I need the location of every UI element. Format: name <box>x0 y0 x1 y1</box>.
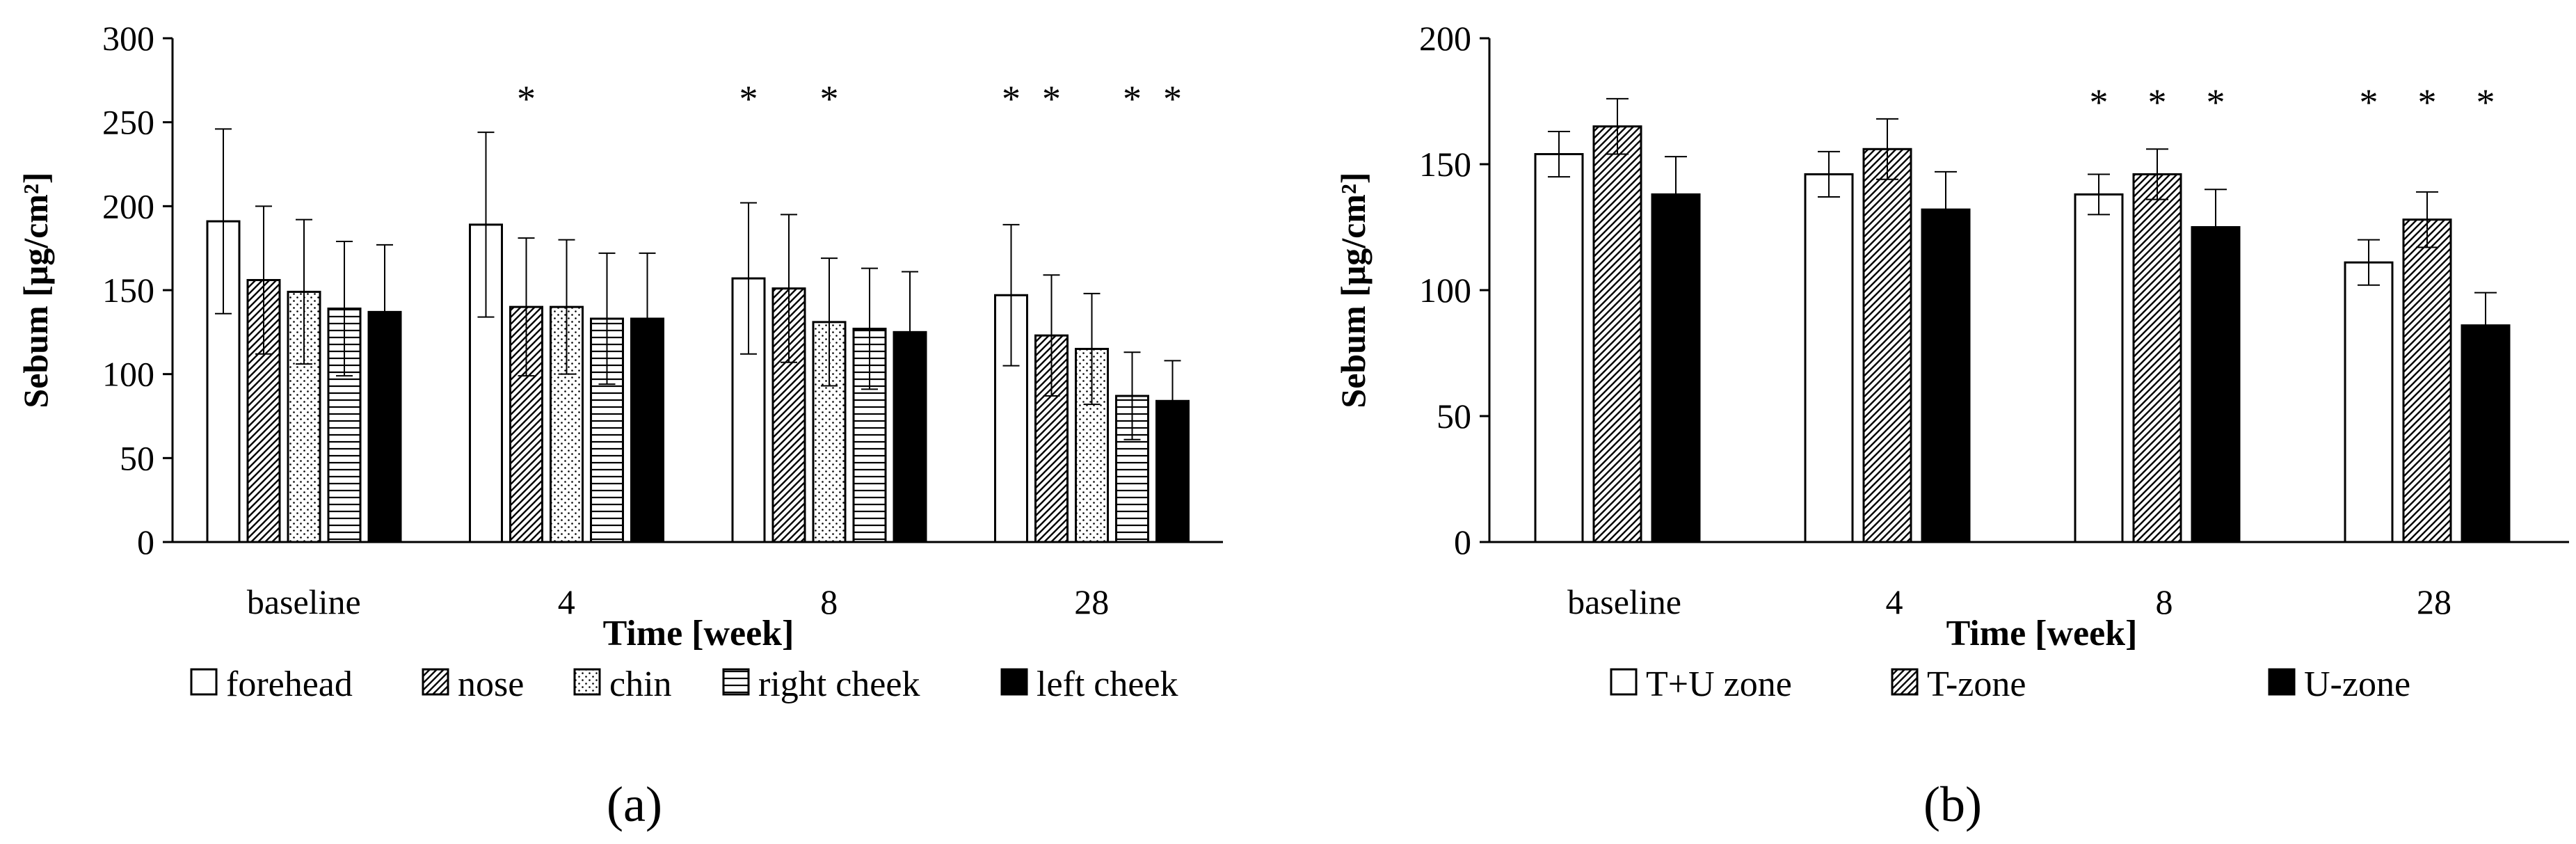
a-legend-label-left-cheek: left cheek <box>1037 664 1178 704</box>
a-y-tick-label: 50 <box>120 438 154 477</box>
b-y-tick-label: 150 <box>1419 145 1471 184</box>
a-x-axis-title: Time [week] <box>603 614 794 653</box>
b-bar-t-zone-baseline <box>1592 125 1642 543</box>
b-category-label: 8 <box>2156 582 2173 621</box>
b-legend-swatch-t-zone <box>1891 668 1919 696</box>
chart-a: 0 50 100 150 200 250 300 baseline * 4 * * 8 * * * * 28 Tim… <box>16 19 1223 704</box>
b-bar-t-u-zone-28 <box>2344 261 2394 543</box>
b-legend-swatch-t-u-zone <box>1610 668 1638 696</box>
b-bar-u-zone-baseline <box>1651 193 1701 543</box>
panel-b-label: (b) <box>1923 777 1982 832</box>
b-bar-t-u-zone-4 <box>1804 173 1854 543</box>
a-significance-marker: * <box>517 78 536 120</box>
b-legend-swatch-u-zone <box>2268 668 2296 696</box>
chart-b: 0 50 100 150 200 baseline 4 * * * 8 * * * 28 Time [week… <box>1334 19 2569 704</box>
panel-a-label: (a) <box>607 777 662 832</box>
b-legend-label-u-zone: U-zone <box>2304 664 2410 704</box>
b-legend-label-t-zone: T-zone <box>1927 664 2026 704</box>
b-bar-t-zone-4 <box>1862 148 1912 543</box>
b-bar-t-zone-28 <box>2402 218 2452 543</box>
b-significance-marker: * <box>2360 81 2378 123</box>
b-bar-u-zone-4 <box>1921 208 1971 543</box>
a-y-axis-title: Sebum [μg/cm²] <box>16 172 55 408</box>
a-significance-marker: * <box>1042 78 1061 120</box>
a-legend-label-nose: nose <box>458 664 524 704</box>
a-y-tick-label: 150 <box>102 271 154 310</box>
a-category-label: 28 <box>1074 582 1109 621</box>
b-y-tick-label: 100 <box>1419 271 1471 310</box>
a-significance-marker: * <box>739 78 758 120</box>
b-bar-t-u-zone-8 <box>2074 193 2124 543</box>
a-legend-label-right-cheek: right cheek <box>758 664 920 704</box>
a-y-tick-label: 300 <box>102 19 154 58</box>
a-legend-swatch-chin <box>573 668 601 696</box>
a-legend-label-chin: chin <box>609 664 672 704</box>
a-significance-marker: * <box>1123 78 1142 120</box>
b-category-label: baseline <box>1567 582 1681 621</box>
a-category-label: 8 <box>820 582 838 621</box>
a-y-tick-label: 100 <box>102 355 154 394</box>
a-y-tick-label: 0 <box>137 523 154 562</box>
b-y-tick-label: 50 <box>1437 397 1471 436</box>
b-x-axis-title: Time [week] <box>1946 614 2138 653</box>
a-legend-swatch-nose <box>422 668 449 696</box>
b-significance-marker: * <box>2090 81 2109 123</box>
a-significance-marker: * <box>1163 78 1182 120</box>
b-category-label: 28 <box>2417 582 2451 621</box>
b-category-label: 4 <box>1886 582 1903 621</box>
a-significance-marker: * <box>820 78 839 120</box>
b-y-tick-label: 0 <box>1454 523 1471 562</box>
b-significance-marker: * <box>2207 81 2225 123</box>
a-category-label: 4 <box>558 582 575 621</box>
b-legend-label-t-u-zone: T+U zone <box>1646 664 1792 704</box>
b-significance-marker: * <box>2418 81 2437 123</box>
b-significance-marker: * <box>2148 81 2167 123</box>
a-category-label: baseline <box>247 582 361 621</box>
a-legend-swatch-right-cheek <box>722 668 750 696</box>
a-y-tick-label: 200 <box>102 186 154 225</box>
b-bar-t-zone-8 <box>2132 173 2182 543</box>
a-legend-swatch-left-cheek <box>1000 668 1028 696</box>
a-significance-marker: * <box>1002 78 1021 120</box>
b-y-axis-title: Sebum [μg/cm²] <box>1334 172 1373 408</box>
b-y-tick-label: 200 <box>1419 19 1471 58</box>
a-legend-swatch-forehead <box>190 668 218 696</box>
a-y-tick-label: 250 <box>102 103 154 142</box>
a-legend-label-forehead: forehead <box>226 664 353 704</box>
b-bar-u-zone-8 <box>2191 226 2241 543</box>
b-significance-marker: * <box>2477 81 2495 123</box>
b-bar-t-u-zone-baseline <box>1534 153 1584 543</box>
